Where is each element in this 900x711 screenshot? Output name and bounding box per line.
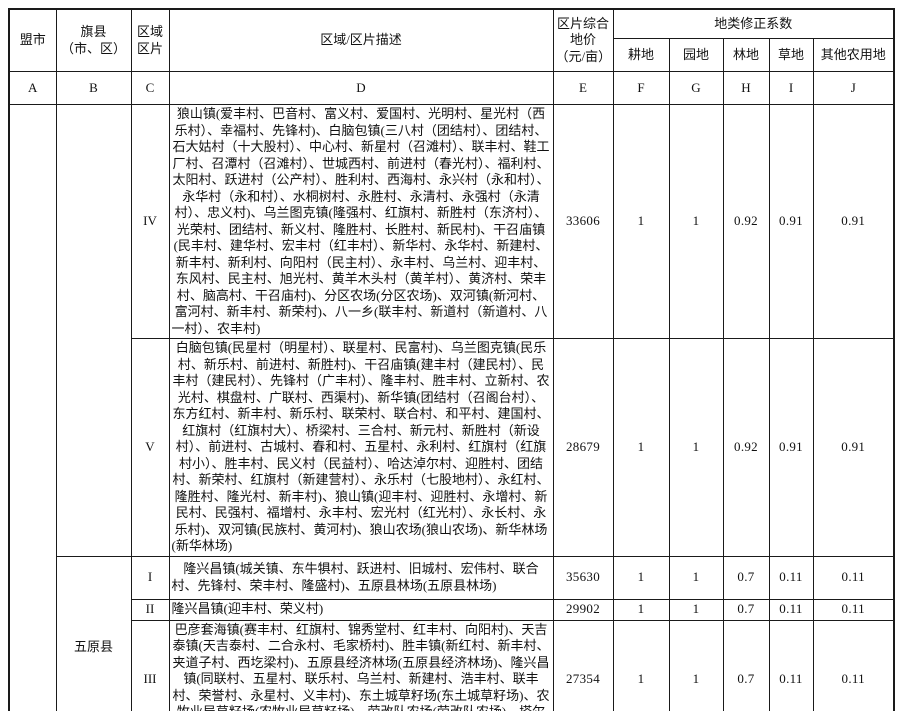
column-letter-b: B: [55, 71, 132, 105]
header-description: 区域/区片描述: [168, 8, 554, 72]
zone-cell: I: [130, 555, 170, 600]
header-county: 旗县 （市、区）: [55, 8, 132, 72]
header-league: 盟市: [8, 8, 57, 72]
other-coef-cell: 0.11: [812, 619, 895, 711]
forest-coef-cell: 0.7: [722, 619, 770, 711]
orchard-coef-cell: 1: [668, 598, 724, 621]
grassland-coef-cell: 0.11: [768, 619, 814, 711]
farmland-coef-cell: 1: [612, 338, 670, 557]
table-row: III 巴彦套海镇(赛丰村、红旗村、锦秀堂村、红丰村、向阳村)、天吉泰镇(天吉泰…: [9, 619, 895, 711]
price-cell: 28679: [552, 338, 614, 557]
price-cell: 27354: [552, 619, 614, 711]
grassland-coef-cell: 0.11: [768, 598, 814, 621]
table-row: V 白脑包镇(民星村（明星村）、联星村、民富村)、乌兰图克镇(民乐村、新乐村、前…: [9, 338, 895, 557]
description-cell: 巴彦套海镇(赛丰村、红旗村、锦秀堂村、红丰村、向阳村)、天吉泰镇(天吉泰村、二合…: [168, 619, 554, 711]
price-cell: 35630: [552, 555, 614, 600]
farmland-coef-cell: 1: [612, 555, 670, 600]
orchard-coef-cell: 1: [668, 338, 724, 557]
price-cell: 33606: [552, 104, 614, 339]
header-orchard: 园地: [668, 38, 724, 72]
county-cell-blank: [55, 104, 132, 557]
farmland-coef-cell: 1: [612, 104, 670, 339]
county-cell-wuyuan: 五原县: [55, 555, 132, 711]
column-letter-a: A: [8, 71, 57, 105]
column-letter-h: H: [722, 71, 770, 105]
price-cell: 29902: [552, 598, 614, 621]
header-other: 其他农用地: [812, 38, 895, 72]
zone-cell: III: [130, 619, 170, 711]
header-price: 区片综合 地价 （元/亩）: [552, 8, 614, 72]
header-grassland: 草地: [768, 38, 814, 72]
farmland-coef-cell: 1: [612, 619, 670, 711]
forest-coef-cell: 0.92: [722, 338, 770, 557]
other-coef-cell: 0.91: [812, 104, 895, 339]
column-letter-i: I: [768, 71, 814, 105]
column-letter-c: C: [130, 71, 170, 105]
orchard-coef-cell: 1: [668, 619, 724, 711]
farmland-coef-cell: 1: [612, 598, 670, 621]
header-farmland: 耕地: [612, 38, 670, 72]
orchard-coef-cell: 1: [668, 104, 724, 339]
description-cell: 狼山镇(爱丰村、巴音村、富义村、爱国村、光明村、星光村（西乐村）、幸福村、先锋村…: [168, 104, 554, 339]
column-letter-e: E: [552, 71, 614, 105]
table-row: 五原县 I 隆兴昌镇(城关镇、东牛犋村、跃进村、旧城村、宏伟村、联合村、先锋村、…: [9, 555, 895, 711]
description-cell: 白脑包镇(民星村（明星村）、联星村、民富村)、乌兰图克镇(民乐村、新乐村、前进村…: [168, 338, 554, 557]
zone-cell: IV: [130, 104, 170, 339]
forest-coef-cell: 0.92: [722, 104, 770, 339]
grassland-coef-cell: 0.11: [768, 555, 814, 600]
column-letter-f: F: [612, 71, 670, 105]
league-cell: [8, 104, 57, 711]
orchard-coef-cell: 1: [668, 555, 724, 600]
land-price-table: 盟市 旗县 （市、区） 区域 区片 区域/区片描述 区片综合 地价 （元/亩） …: [8, 8, 895, 711]
column-letter-d: D: [168, 71, 554, 105]
forest-coef-cell: 0.7: [722, 598, 770, 621]
header-forest: 林地: [722, 38, 770, 72]
zone-cell: V: [130, 338, 170, 557]
forest-coef-cell: 0.7: [722, 555, 770, 600]
zone-cell: II: [130, 598, 170, 621]
column-letter-g: G: [668, 71, 724, 105]
table-row: II 隆兴昌镇(迎丰村、荣义村) 29902 1 1 0.7 0.11 0.11: [9, 598, 895, 621]
grassland-coef-cell: 0.91: [768, 104, 814, 339]
table-row: IV 狼山镇(爱丰村、巴音村、富义村、爱国村、光明村、星光村（西乐村）、幸福村、…: [8, 104, 895, 711]
description-cell: 隆兴昌镇(城关镇、东牛犋村、跃进村、旧城村、宏伟村、联合村、先锋村、荣丰村、隆盛…: [168, 555, 554, 600]
description-cell: 隆兴昌镇(迎丰村、荣义村): [168, 598, 554, 621]
grassland-coef-cell: 0.91: [768, 338, 814, 557]
other-coef-cell: 0.11: [812, 555, 895, 600]
header-correction-group: 地类修正系数: [612, 8, 895, 39]
other-coef-cell: 0.11: [812, 598, 895, 621]
header-zone: 区域 区片: [130, 8, 170, 72]
column-letter-j: J: [812, 71, 895, 105]
other-coef-cell: 0.91: [812, 338, 895, 557]
